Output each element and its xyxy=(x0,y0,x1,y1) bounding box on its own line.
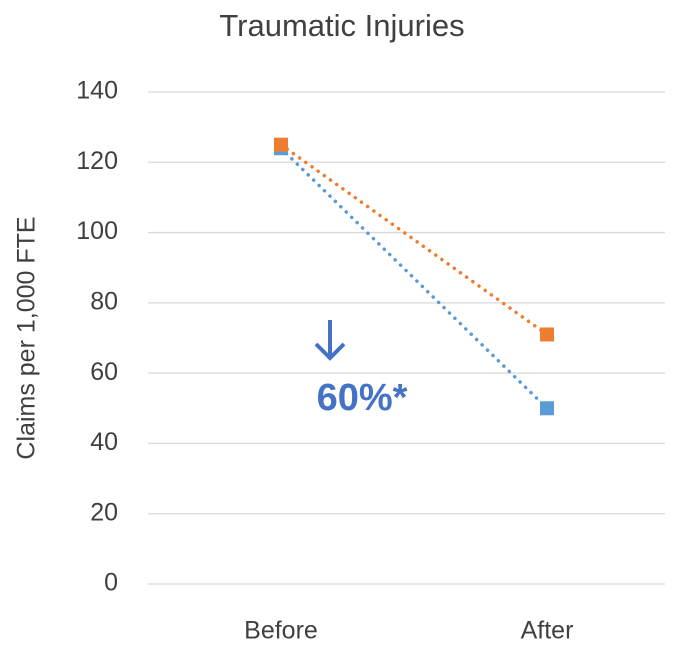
y-tick-label: 60 xyxy=(90,358,118,386)
y-tick-label: 100 xyxy=(76,217,118,245)
y-tick-label: 40 xyxy=(90,428,118,456)
annotation: 60%* xyxy=(317,377,408,419)
chart-title: Traumatic Injuries xyxy=(219,8,464,43)
y-tick-label: 120 xyxy=(76,147,118,175)
x-tick-label: Before xyxy=(244,617,318,645)
x-tick-label: After xyxy=(521,617,574,645)
marker xyxy=(540,401,554,416)
series-line xyxy=(279,146,549,411)
down-arrow xyxy=(314,320,346,361)
y-axis-label: Claims per 1,000 FTE xyxy=(13,216,41,459)
y-tick-label: 20 xyxy=(90,498,118,526)
marker xyxy=(274,137,288,152)
marker xyxy=(540,327,554,342)
y-tick-label: 0 xyxy=(104,569,118,597)
series-line xyxy=(279,142,549,337)
y-tick-label: 140 xyxy=(76,77,118,105)
y-tick-label: 80 xyxy=(90,287,118,315)
